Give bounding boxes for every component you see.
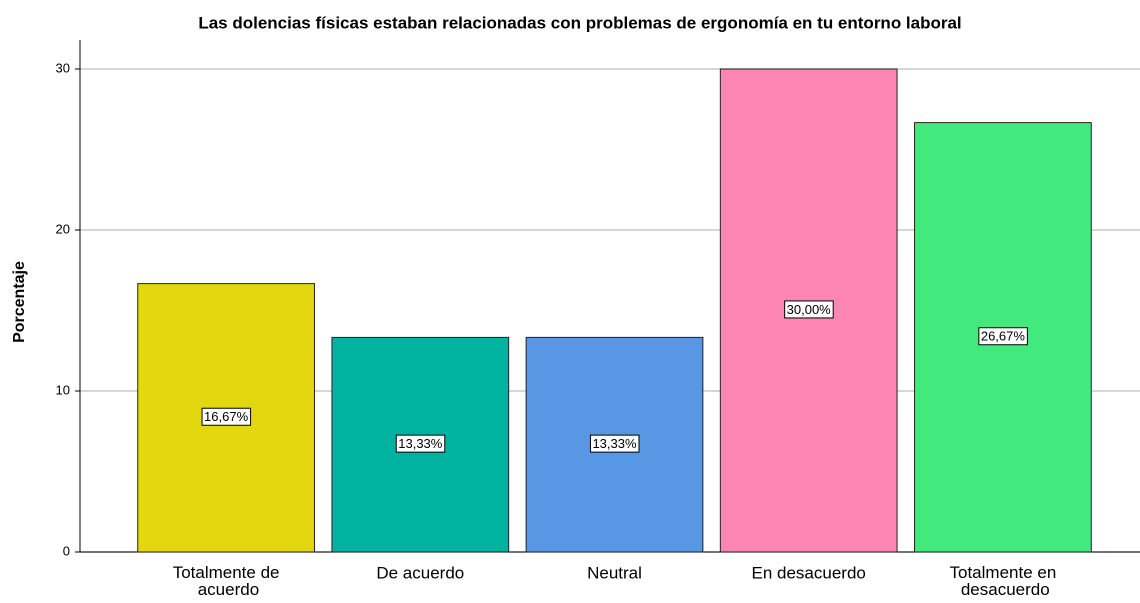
x-tick-label: Totalmente en desacuerdo [950,563,1057,599]
value-label: 13,33% [398,436,443,451]
value-label-box [201,407,252,426]
y-tick-label: 0 [63,543,70,558]
x-tick-label: De acuerdo [376,563,464,582]
y-tick-label: 20 [56,221,70,236]
value-label: 26,67% [981,329,1026,344]
x-tick-label: Neutral [587,563,642,582]
x-tick-label: En desacuerdo [752,563,866,582]
value-label-box [395,434,446,453]
value-label: 16,67% [204,409,249,424]
value-label-box [978,327,1028,346]
y-tick-label: 30 [56,60,70,75]
value-label: 30,00% [787,302,832,317]
value-label: 13,33% [592,436,637,451]
value-label-box [589,434,640,453]
x-tick-label: Totalmente de acuerdo [173,563,280,599]
y-tick-label: 10 [56,382,70,397]
chart-title: Las dolencias físicas estaban relacionad… [198,13,961,32]
y-axis-label: Porcentaje [11,261,28,343]
value-label-box [784,300,834,319]
